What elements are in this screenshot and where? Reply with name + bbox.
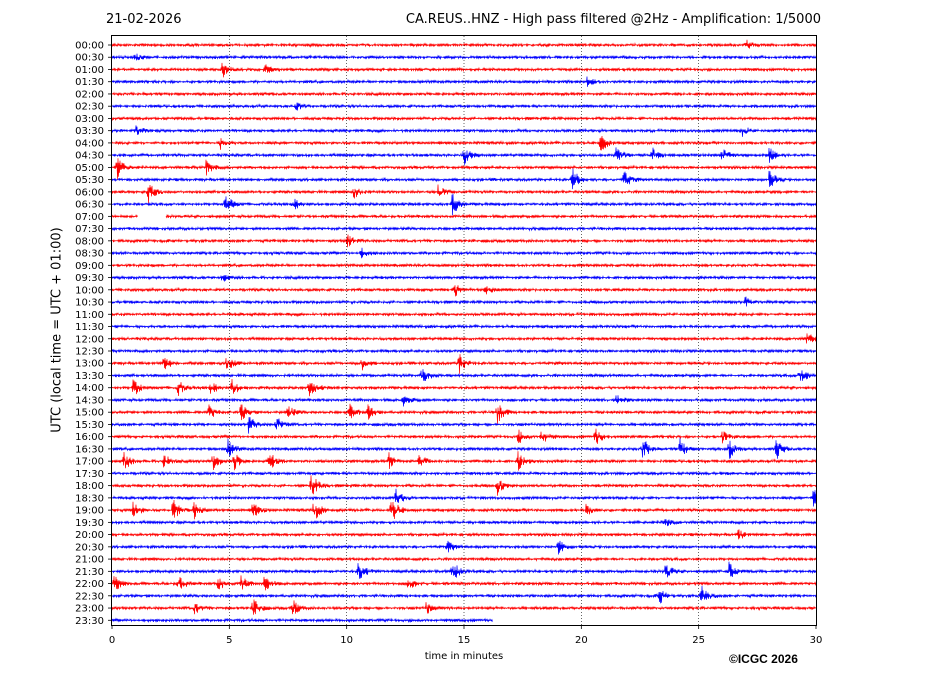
row-label: 17:00 [75, 457, 104, 468]
row-label: 07:00 [75, 212, 104, 223]
trace-1200 [111, 333, 817, 344]
x-tick-label: 20 [575, 635, 588, 646]
trace-1830 [111, 488, 817, 507]
row-label: 09:00 [75, 261, 104, 272]
trace-1000 [111, 285, 817, 297]
row-label: 00:00 [75, 41, 104, 52]
row-label: 04:00 [75, 138, 104, 149]
row-label: 20:00 [75, 530, 104, 541]
trace-1630 [111, 438, 817, 459]
row-label: 18:00 [75, 481, 104, 492]
x-axis-ticks: 0 5 10 15 20 25 30 [109, 625, 823, 646]
trace-1930 [111, 519, 817, 527]
row-label: 07:30 [75, 224, 104, 235]
row-label: 16:00 [75, 432, 104, 443]
row-label: 11:00 [75, 310, 104, 321]
row-label: 14:30 [75, 395, 104, 406]
row-label: 05:30 [75, 175, 104, 186]
row-label: 08:00 [75, 236, 104, 247]
row-label: 06:00 [75, 187, 104, 198]
trace-2100 [111, 556, 817, 562]
grid-lines [229, 36, 699, 625]
trace-0300 [111, 115, 817, 122]
row-label: 19:30 [75, 518, 104, 529]
trace-1800 [111, 475, 817, 496]
trace-1030 [111, 296, 817, 307]
row-label: 13:30 [75, 371, 104, 382]
row-label: 05:00 [75, 163, 104, 174]
plot-title: CA.REUS..HNZ - High pass filtered @2Hz -… [405, 12, 821, 27]
row-label: 19:00 [75, 506, 104, 517]
trace-1100 [111, 311, 817, 318]
trace-0330 [111, 125, 817, 137]
trace-1730 [111, 470, 817, 477]
row-label: 03:30 [75, 126, 104, 137]
row-label: 21:30 [75, 567, 104, 578]
row-label: 21:00 [75, 555, 104, 566]
trace-0930 [111, 274, 817, 282]
row-label: 01:30 [75, 77, 104, 88]
row-label: 16:30 [75, 444, 104, 455]
row-label: 12:30 [75, 347, 104, 358]
x-axis-label: time in minutes [424, 651, 504, 662]
trace-1530 [111, 417, 817, 434]
trace-0230 [111, 102, 817, 111]
trace-0700 [111, 213, 817, 220]
row-label: 02:00 [75, 89, 104, 100]
row-label: 10:00 [75, 285, 104, 296]
trace-2230 [111, 585, 817, 604]
trace-0500 [111, 158, 817, 180]
x-tick-label: 10 [340, 635, 353, 646]
plot-date: 21-02-2026 [106, 12, 182, 27]
trace-2300 [111, 599, 817, 615]
trace-1500 [111, 403, 817, 425]
plot-frame [111, 35, 817, 626]
row-label: 06:30 [75, 200, 104, 211]
x-tick-label: 0 [109, 635, 115, 646]
row-label: 13:00 [75, 359, 104, 370]
x-tick-label: 15 [458, 635, 471, 646]
row-label: 08:30 [75, 249, 104, 260]
trace-0600 [111, 184, 817, 204]
row-label: 23:30 [75, 616, 104, 627]
x-tick-label: 30 [810, 635, 823, 646]
trace-1430 [111, 395, 817, 407]
trace-2200 [111, 575, 817, 591]
row-label: 23:00 [75, 604, 104, 615]
trace-0200 [111, 91, 817, 97]
row-label: 11:30 [75, 322, 104, 333]
row-label: 22:00 [75, 579, 104, 590]
row-label: 15:30 [75, 420, 104, 431]
row-label: 01:00 [75, 65, 104, 76]
trace-0830 [111, 247, 817, 259]
row-label: 14:00 [75, 383, 104, 394]
row-label: 17:30 [75, 469, 104, 480]
row-label: 10:30 [75, 298, 104, 309]
row-label: 09:30 [75, 273, 104, 284]
row-label: 02:30 [75, 102, 104, 113]
row-label: 03:00 [75, 114, 104, 125]
x-tick-label: 25 [692, 635, 705, 646]
row-label: 20:30 [75, 542, 104, 553]
trace-1700 [111, 451, 817, 471]
row-label: 15:00 [75, 408, 104, 419]
trace-2330 [111, 617, 493, 624]
row-label: 12:00 [75, 334, 104, 345]
trace-1600 [111, 428, 817, 444]
row-label: 18:30 [75, 493, 104, 504]
row-label: 04:30 [75, 151, 104, 162]
row-label: 22:30 [75, 591, 104, 602]
row-label: 00:30 [75, 53, 104, 64]
copyright-notice: ©ICGC 2026 [729, 652, 798, 666]
y-axis-label: UTC (local time = UTC + 01:00) [49, 227, 65, 433]
trace-0000 [111, 39, 817, 49]
x-tick-label: 5 [226, 635, 232, 646]
